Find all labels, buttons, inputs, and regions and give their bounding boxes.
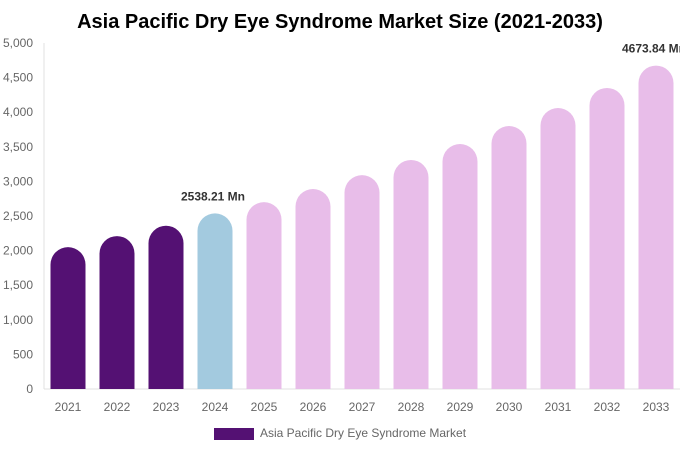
legend-label: Asia Pacific Dry Eye Syndrome Market xyxy=(260,426,467,440)
y-tick-label: 3,000 xyxy=(3,174,33,188)
y-tick-label: 500 xyxy=(13,347,33,361)
x-tick-label: 2031 xyxy=(545,400,572,414)
y-tick-label: 4,500 xyxy=(3,71,33,85)
bar-2032[interactable] xyxy=(589,87,625,389)
x-tick-label: 2024 xyxy=(202,400,229,414)
y-tick-label: 4,000 xyxy=(3,105,33,119)
data-labels: 2538.21 Mn 4673.84 Mn xyxy=(181,42,680,204)
bar-2026[interactable] xyxy=(295,189,331,389)
data-label-2033: 4673.84 Mn xyxy=(622,42,680,56)
chart-title: Asia Pacific Dry Eye Syndrome Market Siz… xyxy=(77,11,603,33)
x-tick-label: 2027 xyxy=(349,400,376,414)
bar-2029[interactable] xyxy=(442,144,478,389)
bar-2024[interactable] xyxy=(197,213,233,389)
bar-2025[interactable] xyxy=(246,202,282,389)
x-tick-label: 2033 xyxy=(643,400,670,414)
x-tick-label: 2028 xyxy=(398,400,425,414)
x-tick-label: 2032 xyxy=(594,400,621,414)
x-tick-label: 2030 xyxy=(496,400,523,414)
x-tick-label: 2022 xyxy=(104,400,131,414)
bar-2027[interactable] xyxy=(344,175,380,389)
bar-2021[interactable] xyxy=(50,247,86,389)
x-tick-label: 2026 xyxy=(300,400,327,414)
bar-2031[interactable] xyxy=(540,108,576,389)
y-tick-label: 2,000 xyxy=(3,244,33,258)
x-tick-label: 2025 xyxy=(251,400,278,414)
y-tick-label: 3,500 xyxy=(3,140,33,154)
x-tick-label: 2021 xyxy=(55,400,82,414)
data-label-2024: 2538.21 Mn xyxy=(181,189,245,203)
x-axis: 2021 2022 2023 2024 2025 2026 2027 2028 2029 2030… xyxy=(55,400,670,414)
x-tick-label: 2023 xyxy=(153,400,180,414)
y-axis: 0 500 1,000 1,500 2,000 2,500 3,000 3,500 4,000 4… xyxy=(3,36,680,396)
bar-2023[interactable] xyxy=(148,225,184,389)
legend[interactable]: Asia Pacific Dry Eye Syndrome Market xyxy=(214,426,467,440)
y-tick-label: 5,000 xyxy=(3,36,33,50)
x-tick-label: 2029 xyxy=(447,400,474,414)
y-tick-label: 1,500 xyxy=(3,278,33,292)
bars xyxy=(50,65,674,389)
bar-2022[interactable] xyxy=(99,236,135,389)
bar-2033[interactable] xyxy=(638,65,674,389)
y-tick-label: 0 xyxy=(26,382,33,396)
bar-2028[interactable] xyxy=(393,159,429,389)
bar-2030[interactable] xyxy=(491,126,527,389)
y-tick-label: 2,500 xyxy=(3,209,33,223)
y-tick-label: 1,000 xyxy=(3,313,33,327)
legend-swatch xyxy=(214,428,254,440)
